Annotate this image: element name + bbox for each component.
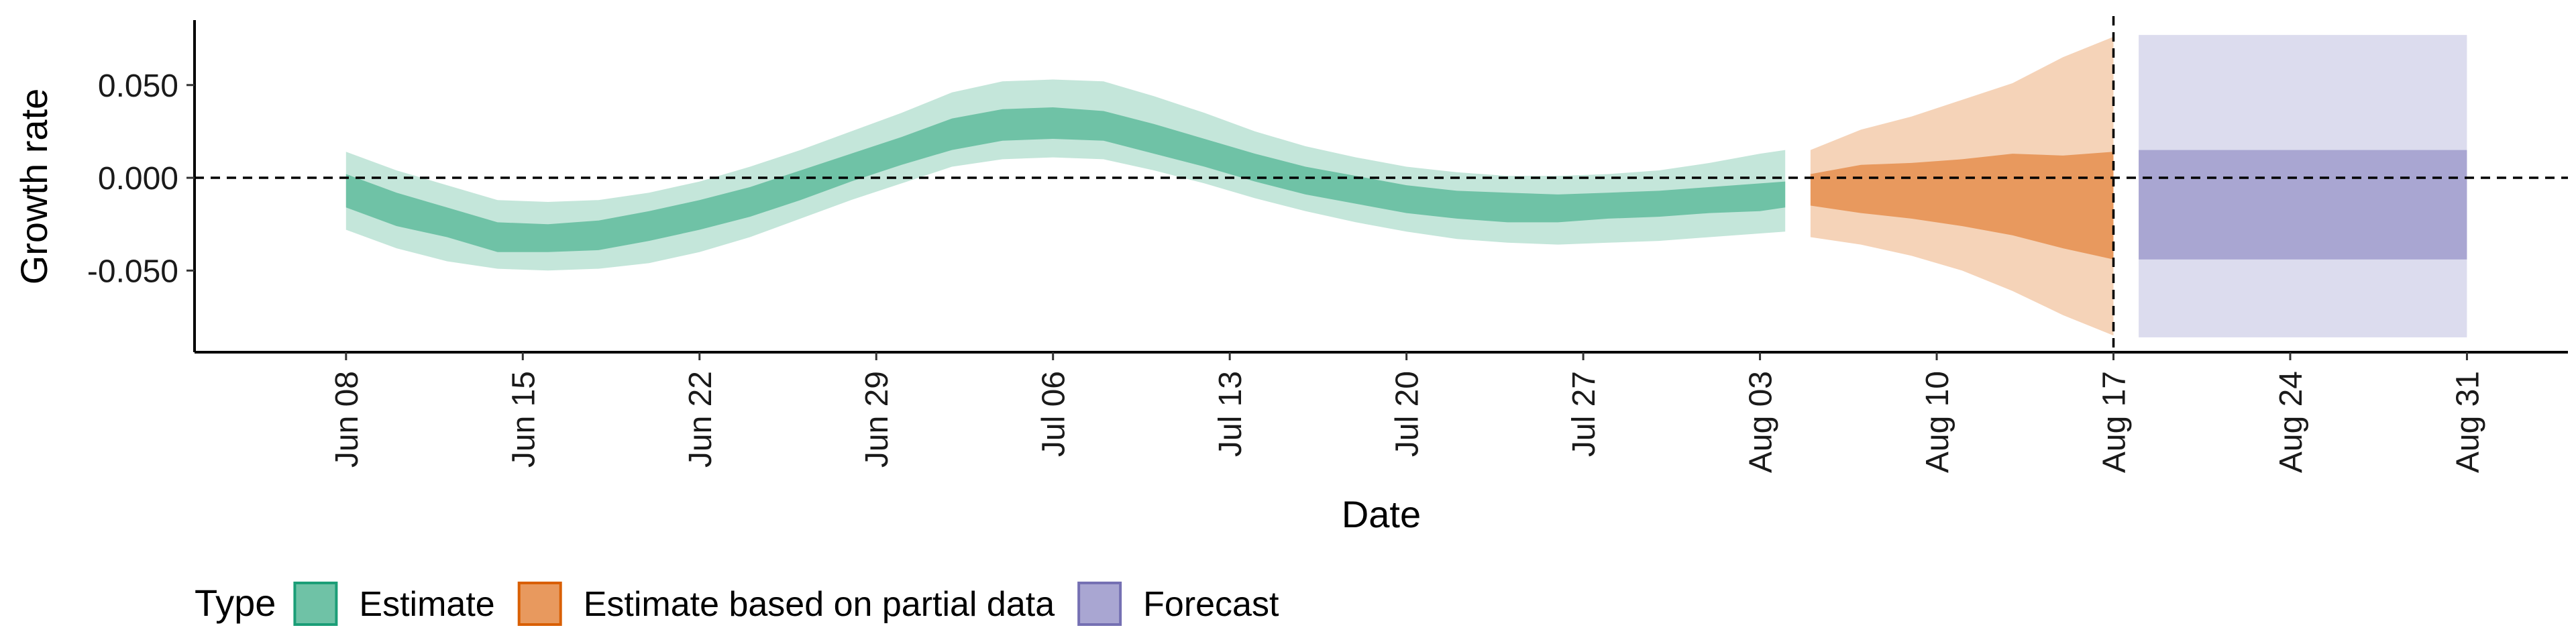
x-tick-label: Jul 27: [1566, 371, 1602, 457]
y-axis-title: Growth rate: [13, 89, 55, 285]
legend-key-estimate: [293, 582, 338, 626]
x-tick-label: Jun 29: [859, 371, 895, 468]
ribbon-layer: [345, 35, 2467, 337]
legend-label-forecast: Forecast: [1143, 585, 1279, 624]
y-tick-label: -0.050: [87, 254, 178, 289]
x-tick-label: Jun 08: [329, 371, 365, 468]
legend-label-estimate-based-on-partial-data: Estimate based on partial data: [584, 585, 1055, 624]
y-tick-label: 0.050: [98, 68, 178, 104]
x-tick-label: Jul 13: [1213, 371, 1248, 457]
axes-layer: 0.050 0.000 -0.050 Jun 08 Jun 15 Jun 22 Jun 29…: [87, 20, 2568, 473]
legend-key-estimate-based-on-partial-data: [517, 582, 562, 626]
x-tick-label: Aug 24: [2273, 371, 2309, 473]
y-tick-label: 0.000: [98, 161, 178, 197]
x-tick-label: Jun 15: [506, 371, 541, 468]
reference-lines: [195, 16, 2568, 352]
x-tick-label: Jul 20: [1390, 371, 1426, 457]
x-tick-label: Aug 31: [2450, 371, 2485, 473]
x-tick-label: Jul 06: [1036, 371, 1072, 457]
x-axis-title: Date: [1342, 493, 1421, 535]
x-tick-label: Aug 17: [2097, 371, 2133, 473]
x-tick-label: Aug 10: [1920, 371, 1955, 473]
legend-title: Type: [195, 582, 276, 624]
estimate-inner-band: [345, 107, 1786, 252]
forecast-inner-band: [2139, 150, 2467, 260]
legend: Type Estimate Estimate based on partial da…: [195, 582, 1279, 626]
x-tick-label: Jun 22: [683, 371, 718, 468]
legend-key-forecast: [1077, 582, 1122, 626]
legend-label-estimate: Estimate: [359, 585, 494, 624]
x-tick-label: Aug 03: [1743, 371, 1779, 473]
